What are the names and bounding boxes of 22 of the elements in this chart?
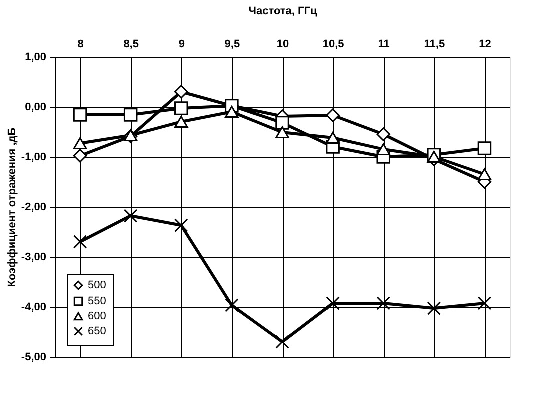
x-tick-label: 12 [479, 38, 492, 50]
x-tick-label: 10,5 [322, 38, 344, 50]
y-tick-label: 1,00 [25, 52, 46, 64]
x-tick-label: 8 [78, 38, 84, 50]
x-tick-label: 8,5 [124, 38, 139, 50]
y-tick-label: -4,00 [21, 302, 46, 314]
x-axis-title: Частота, ГГц [248, 6, 318, 18]
legend-label: 500 [88, 280, 106, 292]
legend-label: 550 [88, 296, 106, 308]
x-tick-label: 9 [178, 38, 185, 50]
y-tick-label: -2,00 [21, 202, 46, 214]
legend-label: 600 [88, 310, 106, 322]
y-tick-label: -3,00 [21, 252, 46, 264]
y-tick-label: 0,00 [25, 102, 46, 114]
x-tick-label: 9,5 [224, 38, 240, 50]
y-axis-title: Коэффициент отражения ,дБ [6, 128, 18, 288]
x-tick-label: 11 [378, 38, 390, 50]
y-tick-label: -1,00 [21, 152, 46, 164]
legend-label: 650 [88, 326, 106, 338]
y-tick-label: -5,00 [21, 352, 46, 364]
x-tick-label: 10 [276, 38, 290, 50]
x-tick-label: 11,5 [424, 38, 446, 50]
